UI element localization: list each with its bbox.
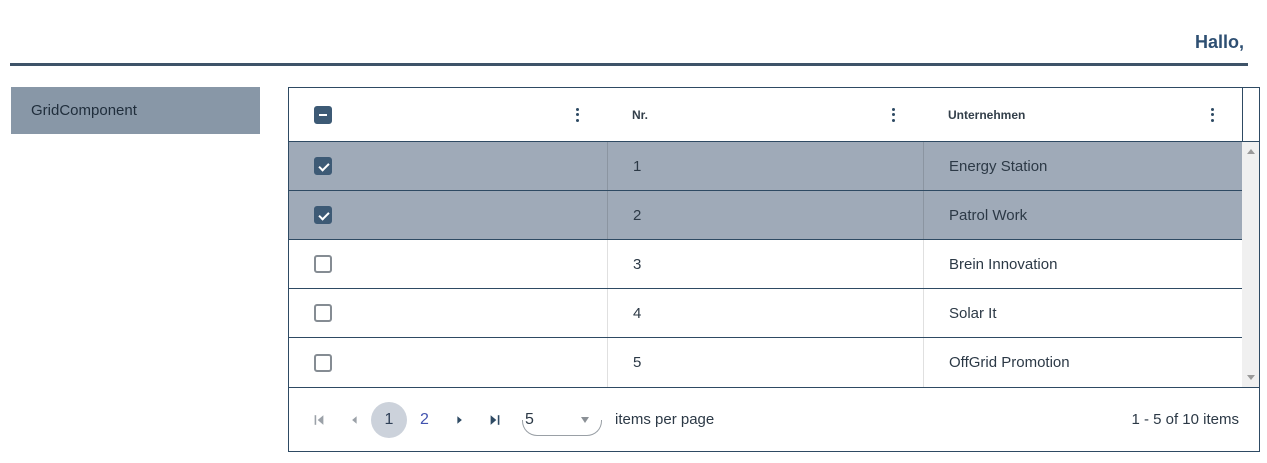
row-cell-select [289,142,607,190]
row-cell-nr: 1 [607,142,923,190]
row-cell-unternehmen: Solar It [923,289,1242,337]
last-page-button[interactable] [477,402,512,438]
grid-body: 1 Energy Station 2 Patrol Work 3 Brein I… [289,142,1259,387]
first-page-button[interactable] [301,402,336,438]
table-row[interactable]: 2 Patrol Work [289,191,1242,240]
row-checkbox[interactable] [314,353,332,372]
row-cell-unternehmen: Patrol Work [923,191,1242,239]
sidebar: GridComponent [0,87,288,452]
column-title-unternehmen: Unternehmen [948,107,1026,122]
header-cell-select [289,88,607,141]
top-bar: Hallo, [0,0,1267,63]
row-cell-select [289,240,607,288]
row-cell-unternehmen: Energy Station [923,142,1242,190]
row-cell-select [289,338,607,387]
table-row[interactable]: 5 OffGrid Promotion [289,338,1242,387]
row-cell-nr: 3 [607,240,923,288]
row-checkbox[interactable] [314,206,332,224]
row-cell-select [289,191,607,239]
header-cell-nr: Nr. [607,88,923,141]
scroll-up-icon[interactable] [1246,149,1255,154]
scroll-down-icon[interactable] [1246,375,1255,380]
data-grid: Nr. Unternehmen 1 Energy Station [288,87,1260,452]
grid-rows: 1 Energy Station 2 Patrol Work 3 Brein I… [289,142,1242,387]
table-row[interactable]: 4 Solar It [289,289,1242,338]
row-cell-nr: 4 [607,289,923,337]
table-row[interactable]: 1 Energy Station [289,142,1242,191]
table-row[interactable]: 3 Brein Innovation [289,240,1242,289]
page-size-dropdown[interactable]: 5 [522,404,602,436]
next-page-button[interactable] [442,402,477,438]
items-per-page-label: items per page [615,411,715,428]
pager-range-label: 1 - 5 of 10 items [1131,411,1239,428]
pager-nav: 1 2 [301,401,512,438]
grid-pager: 1 2 5 items per page [289,387,1259,451]
greeting-text: Hallo, [1194,32,1244,52]
row-checkbox[interactable] [314,304,332,322]
column-title-nr: Nr. [632,107,649,122]
row-cell-unternehmen: Brein Innovation [923,240,1242,288]
vertical-scrollbar[interactable] [1242,142,1259,387]
row-cell-select [289,289,607,337]
row-checkbox[interactable] [314,255,332,273]
caret-down-icon [581,416,589,423]
header-scrollbar-filler [1242,88,1259,141]
page-size-value: 5 [525,410,534,428]
header-divider [10,63,1248,66]
header-cell-unternehmen: Unternehmen [923,88,1242,141]
previous-page-button[interactable] [336,402,371,438]
select-all-checkbox[interactable] [314,105,332,124]
grid-header-row: Nr. Unternehmen [289,88,1259,142]
current-page-button[interactable]: 1 [371,401,407,438]
row-cell-nr: 2 [607,191,923,239]
sidebar-item-gridcomponent[interactable]: GridComponent [11,87,260,134]
page-2-button[interactable]: 2 [420,410,429,428]
column-menu-icon[interactable] [1207,104,1218,126]
column-menu-icon[interactable] [572,104,583,126]
row-cell-unternehmen: OffGrid Promotion [923,338,1242,387]
row-cell-nr: 5 [607,338,923,387]
main-area: GridComponent Nr. Unternehmen [0,66,1267,452]
sidebar-item-label: GridComponent [31,102,137,119]
row-checkbox[interactable] [314,157,332,175]
column-menu-icon[interactable] [888,104,899,126]
